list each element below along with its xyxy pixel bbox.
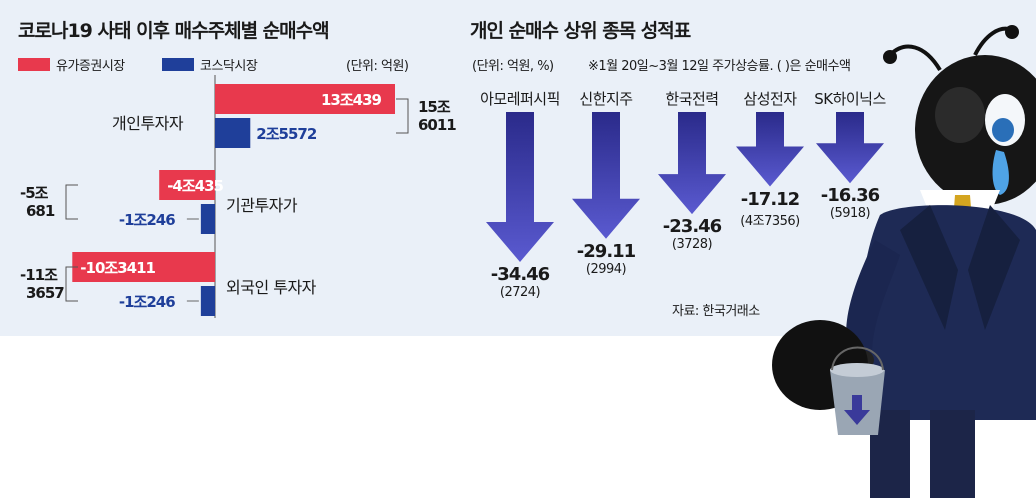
bar-value-label: 13조439	[321, 91, 382, 109]
return-value-label: -23.46	[662, 216, 722, 238]
left-chart-title: 코로나19 사태 이후 매수주체별 순매수액	[18, 20, 330, 42]
total-bracket	[65, 266, 78, 302]
category-label: 개인투자자	[112, 114, 184, 133]
bar-kospi-1	[159, 170, 215, 200]
net-buy-label: (2724)	[499, 285, 541, 300]
bar-value-label: -1조246	[118, 293, 176, 311]
return-value-label: -16.36	[820, 185, 880, 207]
legend-label-kosdaq: 코스닥시장	[200, 59, 258, 74]
bar-value-label: -10조3411	[80, 259, 156, 277]
return-value-label: -34.46	[490, 264, 550, 285]
legend-swatch-kospi	[18, 58, 50, 71]
legend-swatch-kosdaq	[162, 58, 194, 71]
net-buy-label: (5918)	[829, 206, 871, 222]
total-label: -11조	[20, 266, 58, 284]
down-arrow-4	[816, 112, 884, 184]
bar-value-label: 2조5572	[256, 125, 317, 143]
category-label: 기관투자가	[226, 196, 298, 215]
right-chart-title: 개인 순매수 상위 종목 성적표	[470, 20, 691, 42]
stock-name-label: 신한지주	[579, 90, 633, 108]
left-chart-unit: (단위: 억원)	[346, 59, 409, 74]
net-buy-label: (4조7356)	[740, 213, 800, 229]
bar-kospi-0	[215, 84, 395, 114]
bar-kosdaq-1	[200, 204, 215, 234]
legend-label-kospi: 유가증권시장	[56, 59, 125, 74]
stock-name-label: 아모레퍼시픽	[480, 90, 560, 108]
down-arrow-3	[736, 112, 804, 187]
stock-name-label: 한국전력	[665, 90, 719, 108]
category-label: 외국인 투자자	[226, 278, 316, 297]
total-label: 15조	[418, 98, 451, 116]
right-chart-unit: (단위: 억원, %)	[472, 59, 554, 74]
investor-net-buy-chart	[65, 75, 409, 318]
bar-value-label: -1조246	[118, 211, 176, 229]
right-chart-note: ※1월 20일~3월 12일 주가상승률. ( )은 순매수액	[588, 59, 851, 74]
down-arrow-2	[658, 112, 726, 215]
total-label: 681	[26, 202, 55, 220]
bar-kospi-2	[72, 252, 216, 282]
return-value-label: -17.12	[740, 188, 800, 210]
total-bracket	[65, 184, 78, 220]
return-value-label: -29.11	[576, 240, 636, 262]
total-label: 6011	[418, 116, 457, 134]
net-buy-label: (3728)	[671, 237, 713, 253]
down-arrow-0	[486, 112, 554, 262]
source-note: 자료: 한국거래소	[672, 304, 760, 319]
stock-name-label: 삼성전자	[743, 90, 797, 108]
stock-name-label: SK하이닉스	[814, 90, 886, 108]
stock-return-chart	[486, 112, 884, 262]
down-arrow-1	[572, 112, 640, 239]
bar-value-label: -4조435	[167, 177, 224, 195]
net-buy-label: (2994)	[585, 261, 627, 277]
bar-kosdaq-2	[200, 286, 215, 316]
total-label: 3657	[26, 284, 65, 302]
total-bracket	[396, 98, 409, 134]
bar-kosdaq-0	[215, 118, 251, 148]
total-label: -5조	[20, 184, 48, 202]
